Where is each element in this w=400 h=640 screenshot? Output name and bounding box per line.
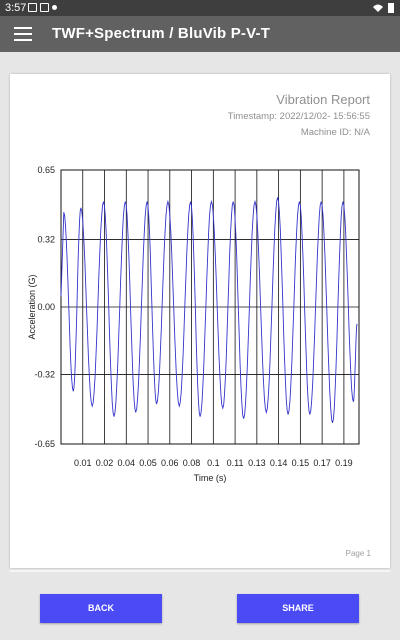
status-time: 3:57 [5, 2, 27, 14]
x-tick-label: 0.02 [96, 458, 114, 468]
y-tick-label: 0.00 [37, 302, 55, 312]
share-button[interactable]: SHARE [237, 594, 359, 623]
x-tick-label: 0.17 [313, 458, 331, 468]
system-icons [372, 3, 394, 13]
x-tick-label: 0.04 [118, 458, 136, 468]
acceleration-chart: 0.65 0.32 0.00 -0.32 -0.65 0.01 0.02 0.04 0.05 0.… [27, 165, 360, 483]
report-timestamp: Timestamp: 2022/12/02- 15:56:55 [227, 111, 370, 122]
back-button[interactable]: BACK [40, 594, 162, 623]
machine-id: Machine ID: N/A [300, 127, 370, 138]
x-axis-label: Time (s) [194, 473, 227, 483]
x-tick-label: 0.14 [270, 458, 288, 468]
x-tick-label: 0.19 [335, 458, 353, 468]
status-bar: 3:57 [0, 0, 400, 16]
hamburger-menu-icon[interactable] [14, 27, 32, 41]
notification-dot-icon [52, 5, 57, 10]
x-tick-label: 0.06 [161, 458, 179, 468]
x-tick-label: 0.13 [248, 458, 266, 468]
x-tick-label: 0.08 [183, 458, 201, 468]
x-tick-label: 0.05 [139, 458, 157, 468]
x-tick-label: 0.01 [74, 458, 92, 468]
x-tick-label: 0.1 [207, 458, 220, 468]
wifi-icon [373, 4, 383, 12]
notification-icon [28, 3, 37, 12]
y-tick-label: -0.65 [34, 439, 55, 449]
page-divider [10, 570, 390, 572]
notification-icon [40, 3, 49, 12]
x-tick-label: 0.11 [227, 458, 244, 468]
y-tick-label: -0.32 [34, 369, 55, 379]
report-page: Vibration Report Timestamp: 2022/12/02- … [10, 74, 390, 568]
app-title: TWF+Spectrum / BluVib P-V-T [52, 25, 271, 42]
y-axis-label: Acceleration (G) [27, 274, 37, 339]
report-title: Vibration Report [276, 92, 370, 107]
x-tick-label: 0.15 [292, 458, 310, 468]
y-tick-label: 0.32 [37, 235, 55, 245]
notification-icons [28, 3, 57, 12]
app-bar: TWF+Spectrum / BluVib P-V-T [0, 16, 400, 52]
battery-icon [388, 3, 394, 13]
y-tick-label: 0.65 [37, 165, 55, 175]
page-number: Page 1 [345, 549, 371, 558]
waveform-line [60, 197, 358, 424]
